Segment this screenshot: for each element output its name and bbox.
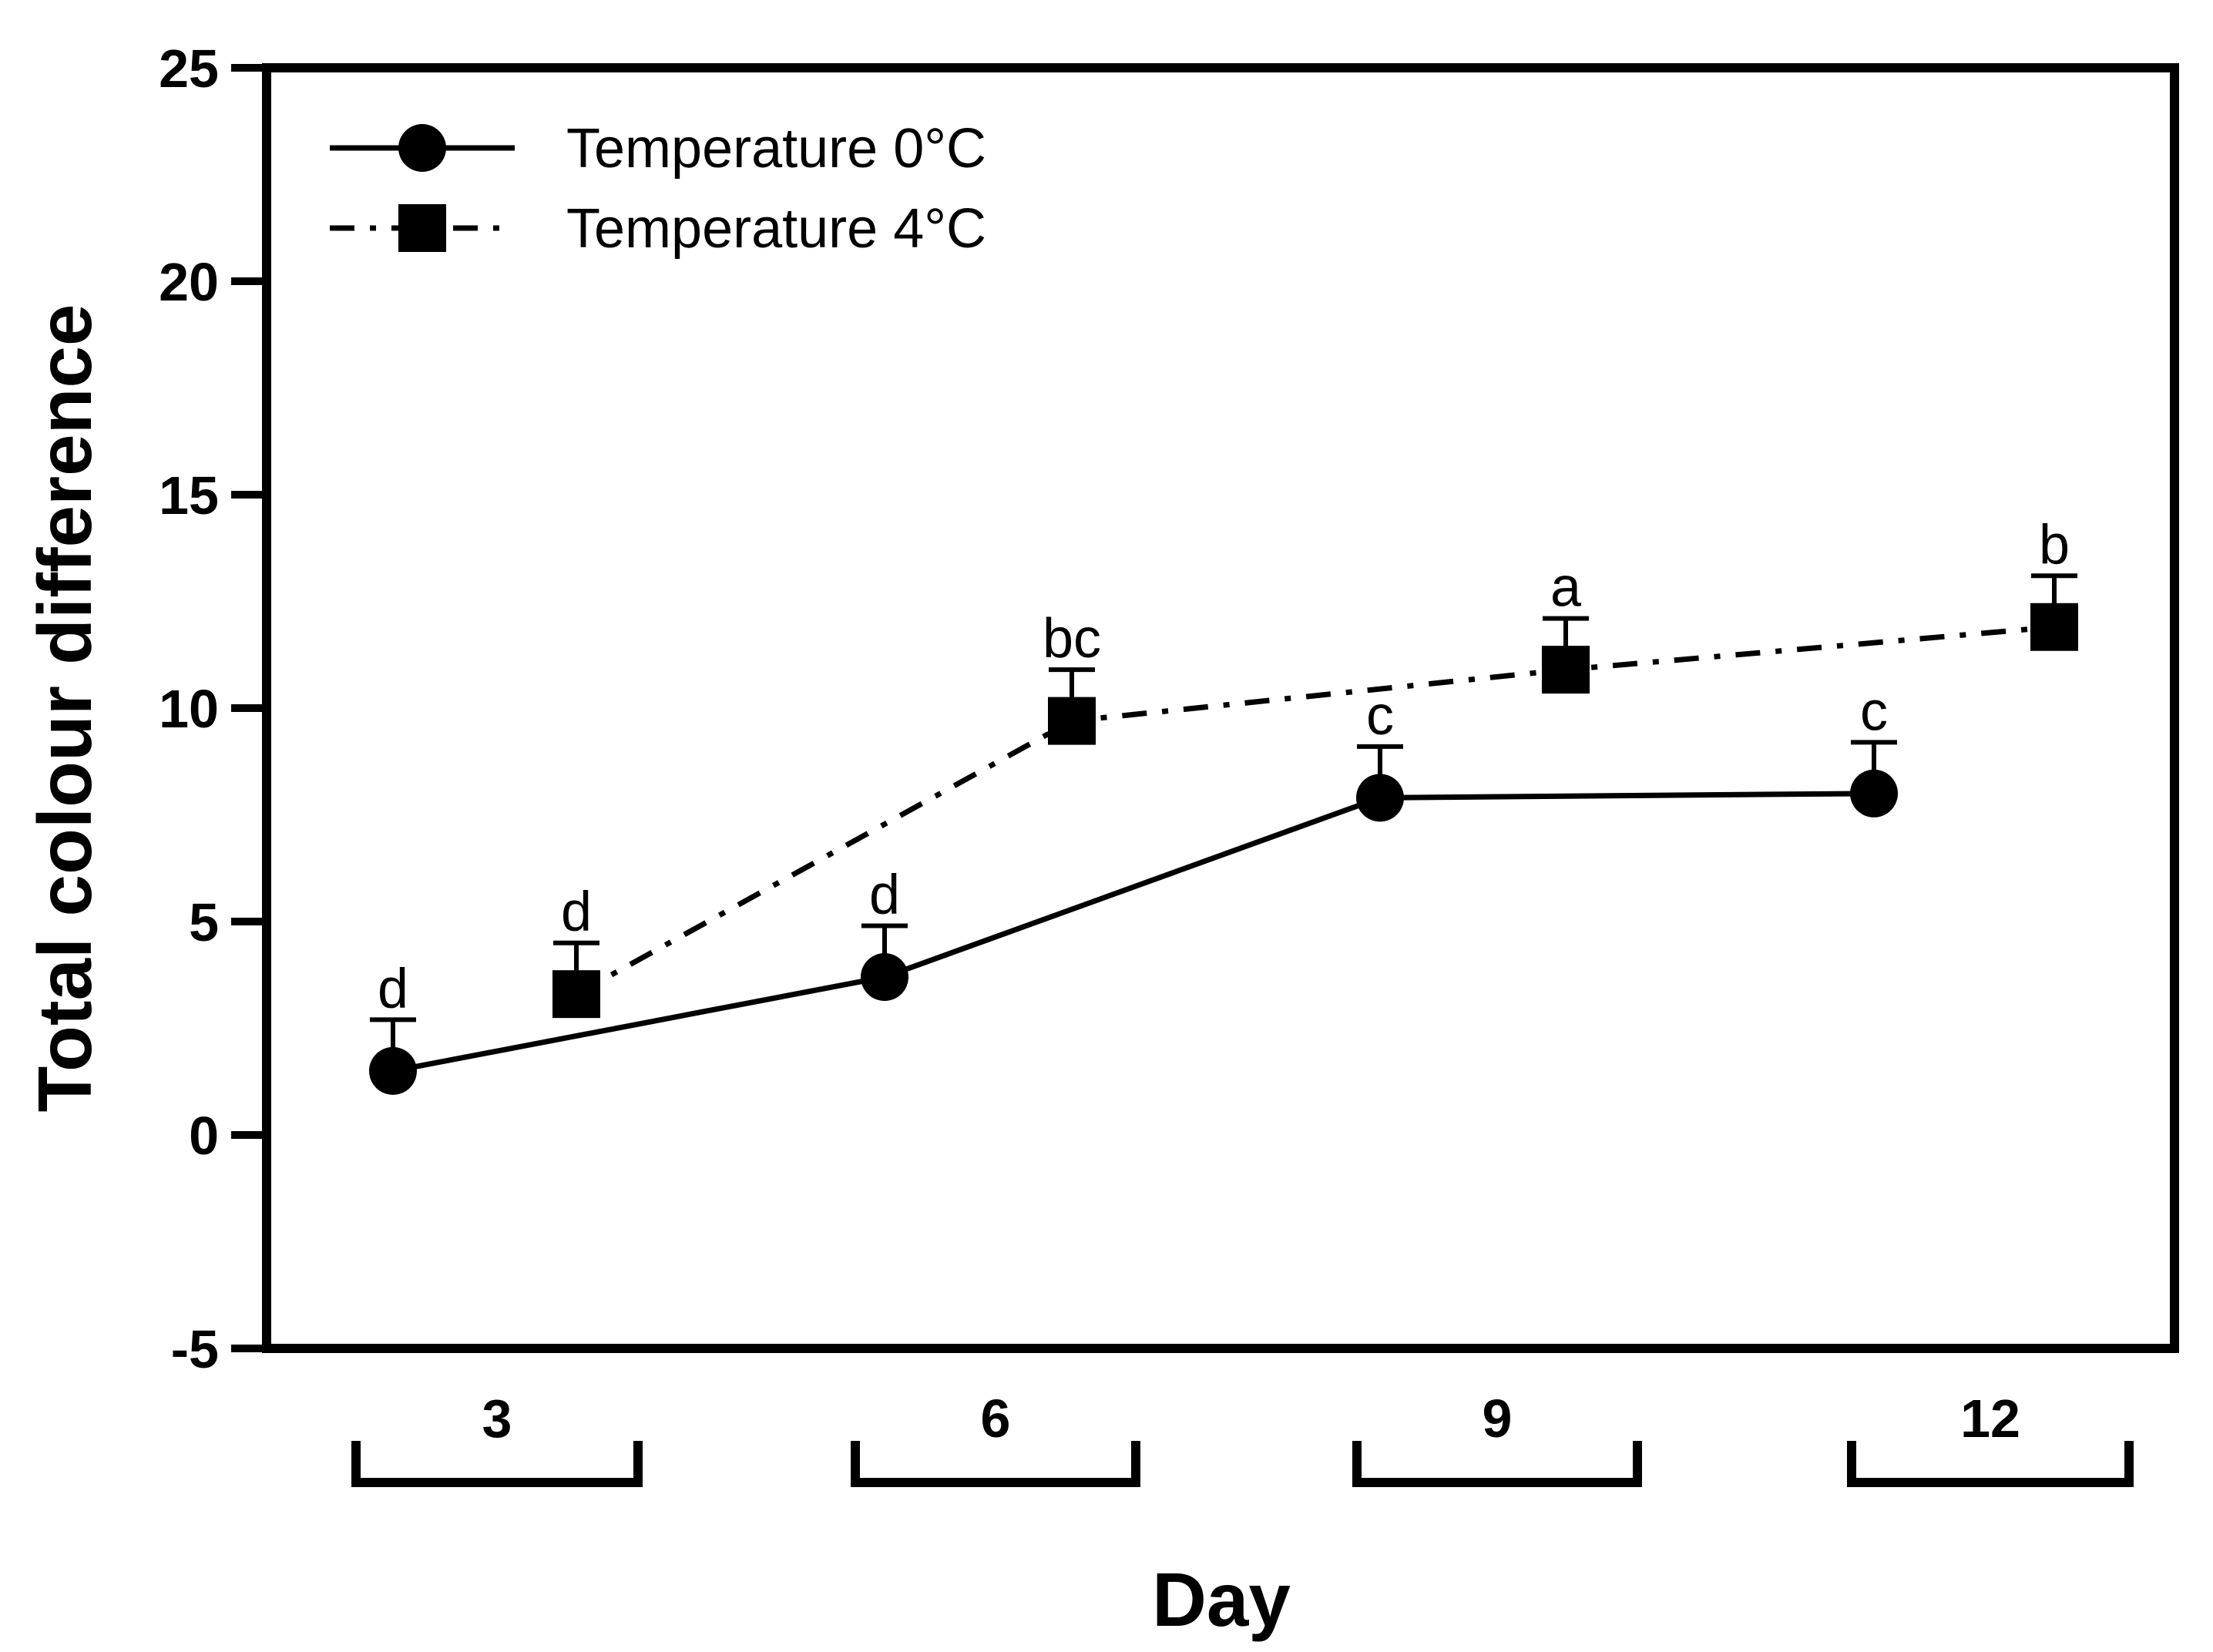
significance-label: d [378, 958, 408, 1019]
category-label: 12 [1960, 1388, 2020, 1449]
y-tick-label: 10 [159, 679, 219, 739]
category-label: 6 [981, 1388, 1011, 1449]
significance-label: c [1366, 685, 1394, 747]
category-label: 3 [482, 1388, 512, 1449]
category-bracket [351, 1441, 643, 1487]
y-tick-label: 5 [189, 892, 219, 952]
data-point-circle [1356, 774, 1404, 822]
y-tick-label: 15 [159, 465, 219, 525]
series-line [575, 624, 2055, 997]
category-label: 9 [1483, 1388, 1513, 1449]
x-axis-title: Day [1152, 1557, 1291, 1642]
significance-label: d [869, 865, 900, 926]
y-tick-label: 20 [159, 252, 219, 312]
category-bracket [1352, 1441, 1642, 1487]
data-point-square [552, 970, 600, 1019]
legend-label: Temperature 0°C [566, 118, 986, 180]
y-tick-label: 0 [189, 1106, 219, 1166]
y-axis: -5 0 5 10 15 20 25 [159, 39, 267, 1379]
plot-frame [262, 63, 2179, 1353]
significance-label: a [1550, 557, 1582, 619]
significance-label: bc [1043, 608, 1101, 670]
data-point-circle [369, 1046, 417, 1095]
significance-label: b [2039, 514, 2070, 576]
y-tick-label: -5 [171, 1319, 219, 1379]
data-point-circle [1850, 769, 1898, 818]
legend: Temperature 0°C Temperature 4°C [330, 118, 986, 260]
legend-label: Temperature 4°C [566, 198, 986, 260]
category-bracket [851, 1441, 1140, 1487]
significance-label: d [561, 881, 592, 943]
significance-label: c [1860, 680, 1888, 742]
data-point-square [1048, 697, 1096, 745]
data-point-circle [861, 953, 908, 1002]
y-tick-label: 25 [159, 39, 219, 99]
data-point-square [2030, 603, 2078, 651]
category-bracket [1847, 1441, 2134, 1487]
series-line [392, 791, 1875, 1074]
series-layer: d d c c d bc a b [369, 514, 2078, 1095]
legend-marker-circle [398, 124, 446, 172]
x-axis: 3 6 9 12 [351, 1388, 2134, 1487]
data-point-square [1542, 646, 1590, 694]
legend-marker-square [398, 204, 446, 252]
y-axis-title: Total colour difference [22, 304, 107, 1112]
